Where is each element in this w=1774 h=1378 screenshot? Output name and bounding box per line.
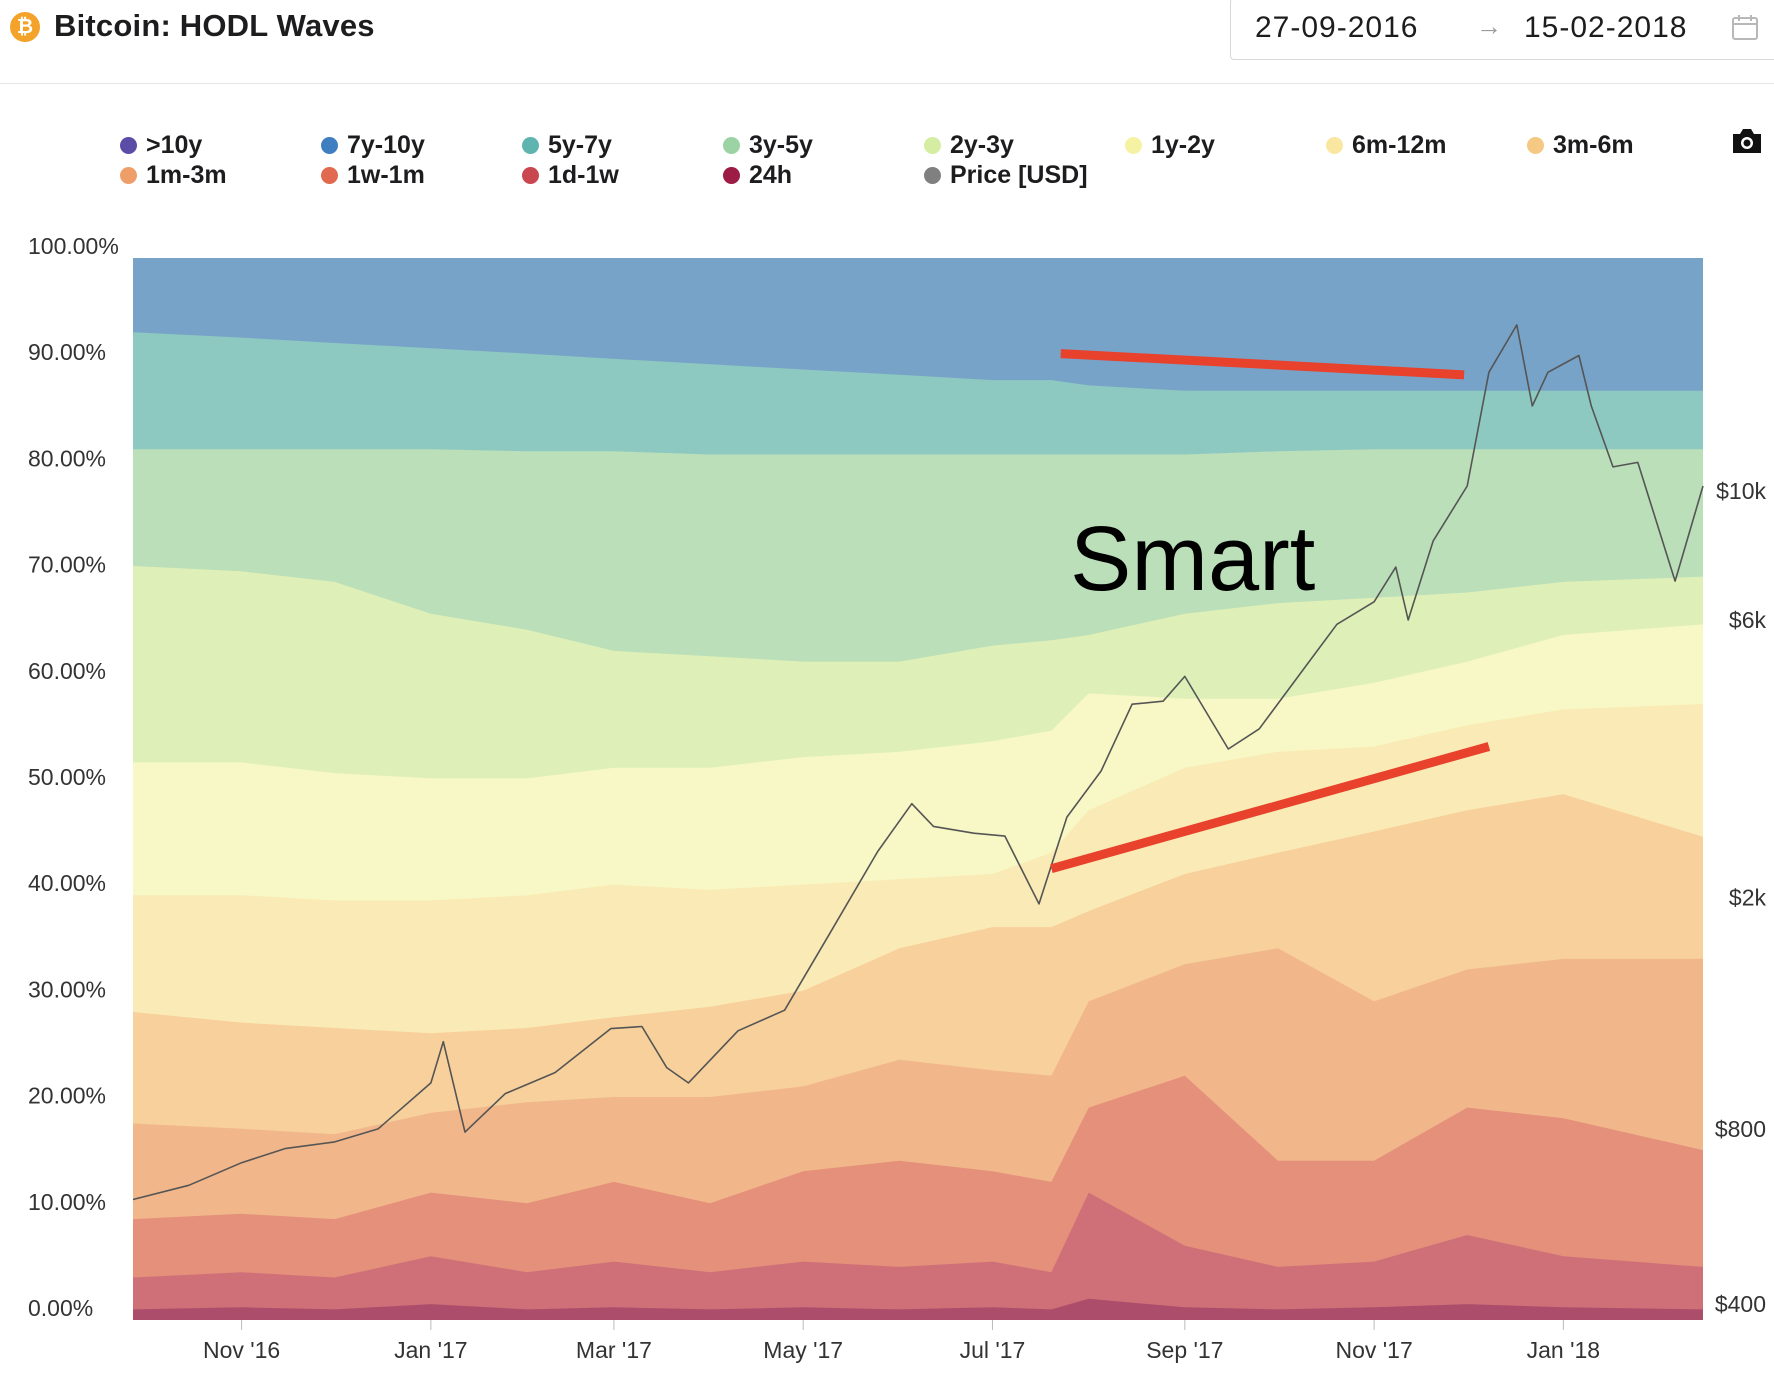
legend-label: 1y-2y	[1151, 131, 1215, 159]
legend-item[interactable]: >10y	[120, 131, 202, 160]
legend-dot	[321, 137, 338, 154]
y-left-tick-label: 20.00%	[28, 1083, 106, 1109]
legend-label: >10y	[146, 131, 203, 159]
chart-title: Bitcoin: HODL Waves	[54, 8, 375, 43]
bitcoin-icon: ₿	[10, 12, 40, 42]
legend-label: 7y-10y	[347, 131, 425, 159]
legend-item[interactable]: 5y-7y	[522, 131, 612, 160]
legend-item[interactable]: 3m-6m	[1527, 131, 1634, 160]
annotation-text: Smart	[1070, 508, 1315, 610]
legend-label: 6m-12m	[1352, 131, 1447, 159]
y-right-tick-label: $2k	[1729, 885, 1767, 911]
x-tick-label: Jan '17	[394, 1337, 467, 1363]
y-left-tick-label: 50.00%	[28, 764, 106, 790]
legend-item[interactable]: 6m-12m	[1326, 131, 1447, 160]
legend-dot	[120, 137, 137, 154]
legend-label: 5y-7y	[548, 131, 612, 159]
legend-dot	[321, 167, 338, 184]
y-left-tick-label: 70.00%	[28, 552, 106, 578]
legend-dot	[1125, 137, 1142, 154]
legend-item[interactable]: 1d-1w	[522, 161, 619, 190]
y-left-tick-label: 40.00%	[28, 870, 106, 896]
annotation-trend-line	[1060, 349, 1465, 380]
arrow-right-icon: →	[1476, 11, 1502, 41]
legend-label: Price [USD]	[950, 161, 1088, 189]
legend-label: 24h	[749, 161, 793, 189]
y-left-tick-label: 60.00%	[28, 658, 106, 684]
legend-label: 1w-1m	[347, 161, 425, 189]
legend-dot	[723, 137, 740, 154]
legend-item[interactable]: 7y-10y	[321, 131, 425, 160]
legend-item[interactable]: 3y-5y	[723, 131, 813, 160]
legend-label: 1m-3m	[146, 161, 227, 189]
legend-dot	[924, 137, 941, 154]
legend-item[interactable]: Price [USD]	[924, 161, 1088, 190]
x-tick-label: Nov '17	[1335, 1337, 1412, 1363]
y-right-tick-label: $800	[1715, 1116, 1766, 1142]
y-right-tick-label: $10k	[1716, 478, 1766, 504]
y-left-tick-label: 90.00%	[28, 339, 106, 365]
legend-label: 3m-6m	[1553, 131, 1634, 159]
x-tick-label: Nov '16	[203, 1337, 280, 1363]
x-tick-label: Jan '18	[1527, 1337, 1600, 1363]
legend-item[interactable]: 1m-3m	[120, 161, 227, 190]
x-tick-label: Jul '17	[960, 1337, 1026, 1363]
legend-dot	[1527, 137, 1544, 154]
y-left-tick-label: 100.00%	[28, 233, 119, 259]
x-tick-label: May '17	[763, 1337, 843, 1363]
band-1w-1m	[133, 1075, 1703, 1320]
legend-label: 3y-5y	[749, 131, 813, 159]
annotation-trend-line	[1050, 742, 1491, 873]
legend-label: 1d-1w	[548, 161, 619, 189]
legend-dot	[522, 167, 539, 184]
y-left-tick-label: 80.00%	[28, 445, 106, 471]
header-bar: ₿ Bitcoin: HODL Waves 27-09-2016 → 15-02…	[0, 0, 1774, 84]
y-left-tick-label: 10.00%	[28, 1189, 106, 1215]
y-left-tick-label: 30.00%	[28, 976, 106, 1002]
camera-icon[interactable]	[1730, 126, 1764, 156]
legend-dot	[723, 167, 740, 184]
legend-item[interactable]: 2y-3y	[924, 131, 1014, 160]
legend-dot	[120, 167, 137, 184]
x-tick-label: Mar '17	[576, 1337, 652, 1363]
y-right-tick-label: $400	[1715, 1291, 1766, 1317]
y-right-tick-label: $6k	[1729, 607, 1767, 633]
band-1d-1w	[133, 1192, 1703, 1320]
legend-dot	[924, 167, 941, 184]
x-tick-label: Sep '17	[1146, 1337, 1223, 1363]
calendar-icon[interactable]	[1731, 13, 1759, 41]
date-end-input[interactable]: 15-02-2018	[1524, 11, 1688, 44]
y-left-tick-label: 0.00%	[28, 1295, 93, 1321]
date-start-input[interactable]: 27-09-2016	[1255, 11, 1419, 44]
legend-dot	[1326, 137, 1343, 154]
legend-label: 2y-3y	[950, 131, 1014, 159]
date-range-picker[interactable]: 27-09-2016 → 15-02-2018	[1230, 0, 1774, 60]
legend-item[interactable]: 24h	[723, 161, 792, 190]
price-line	[132, 324, 1704, 1201]
legend-item[interactable]: 1y-2y	[1125, 131, 1215, 160]
legend-dot	[522, 137, 539, 154]
legend-item[interactable]: 1w-1m	[321, 161, 425, 190]
band-24h	[133, 1298, 1703, 1320]
